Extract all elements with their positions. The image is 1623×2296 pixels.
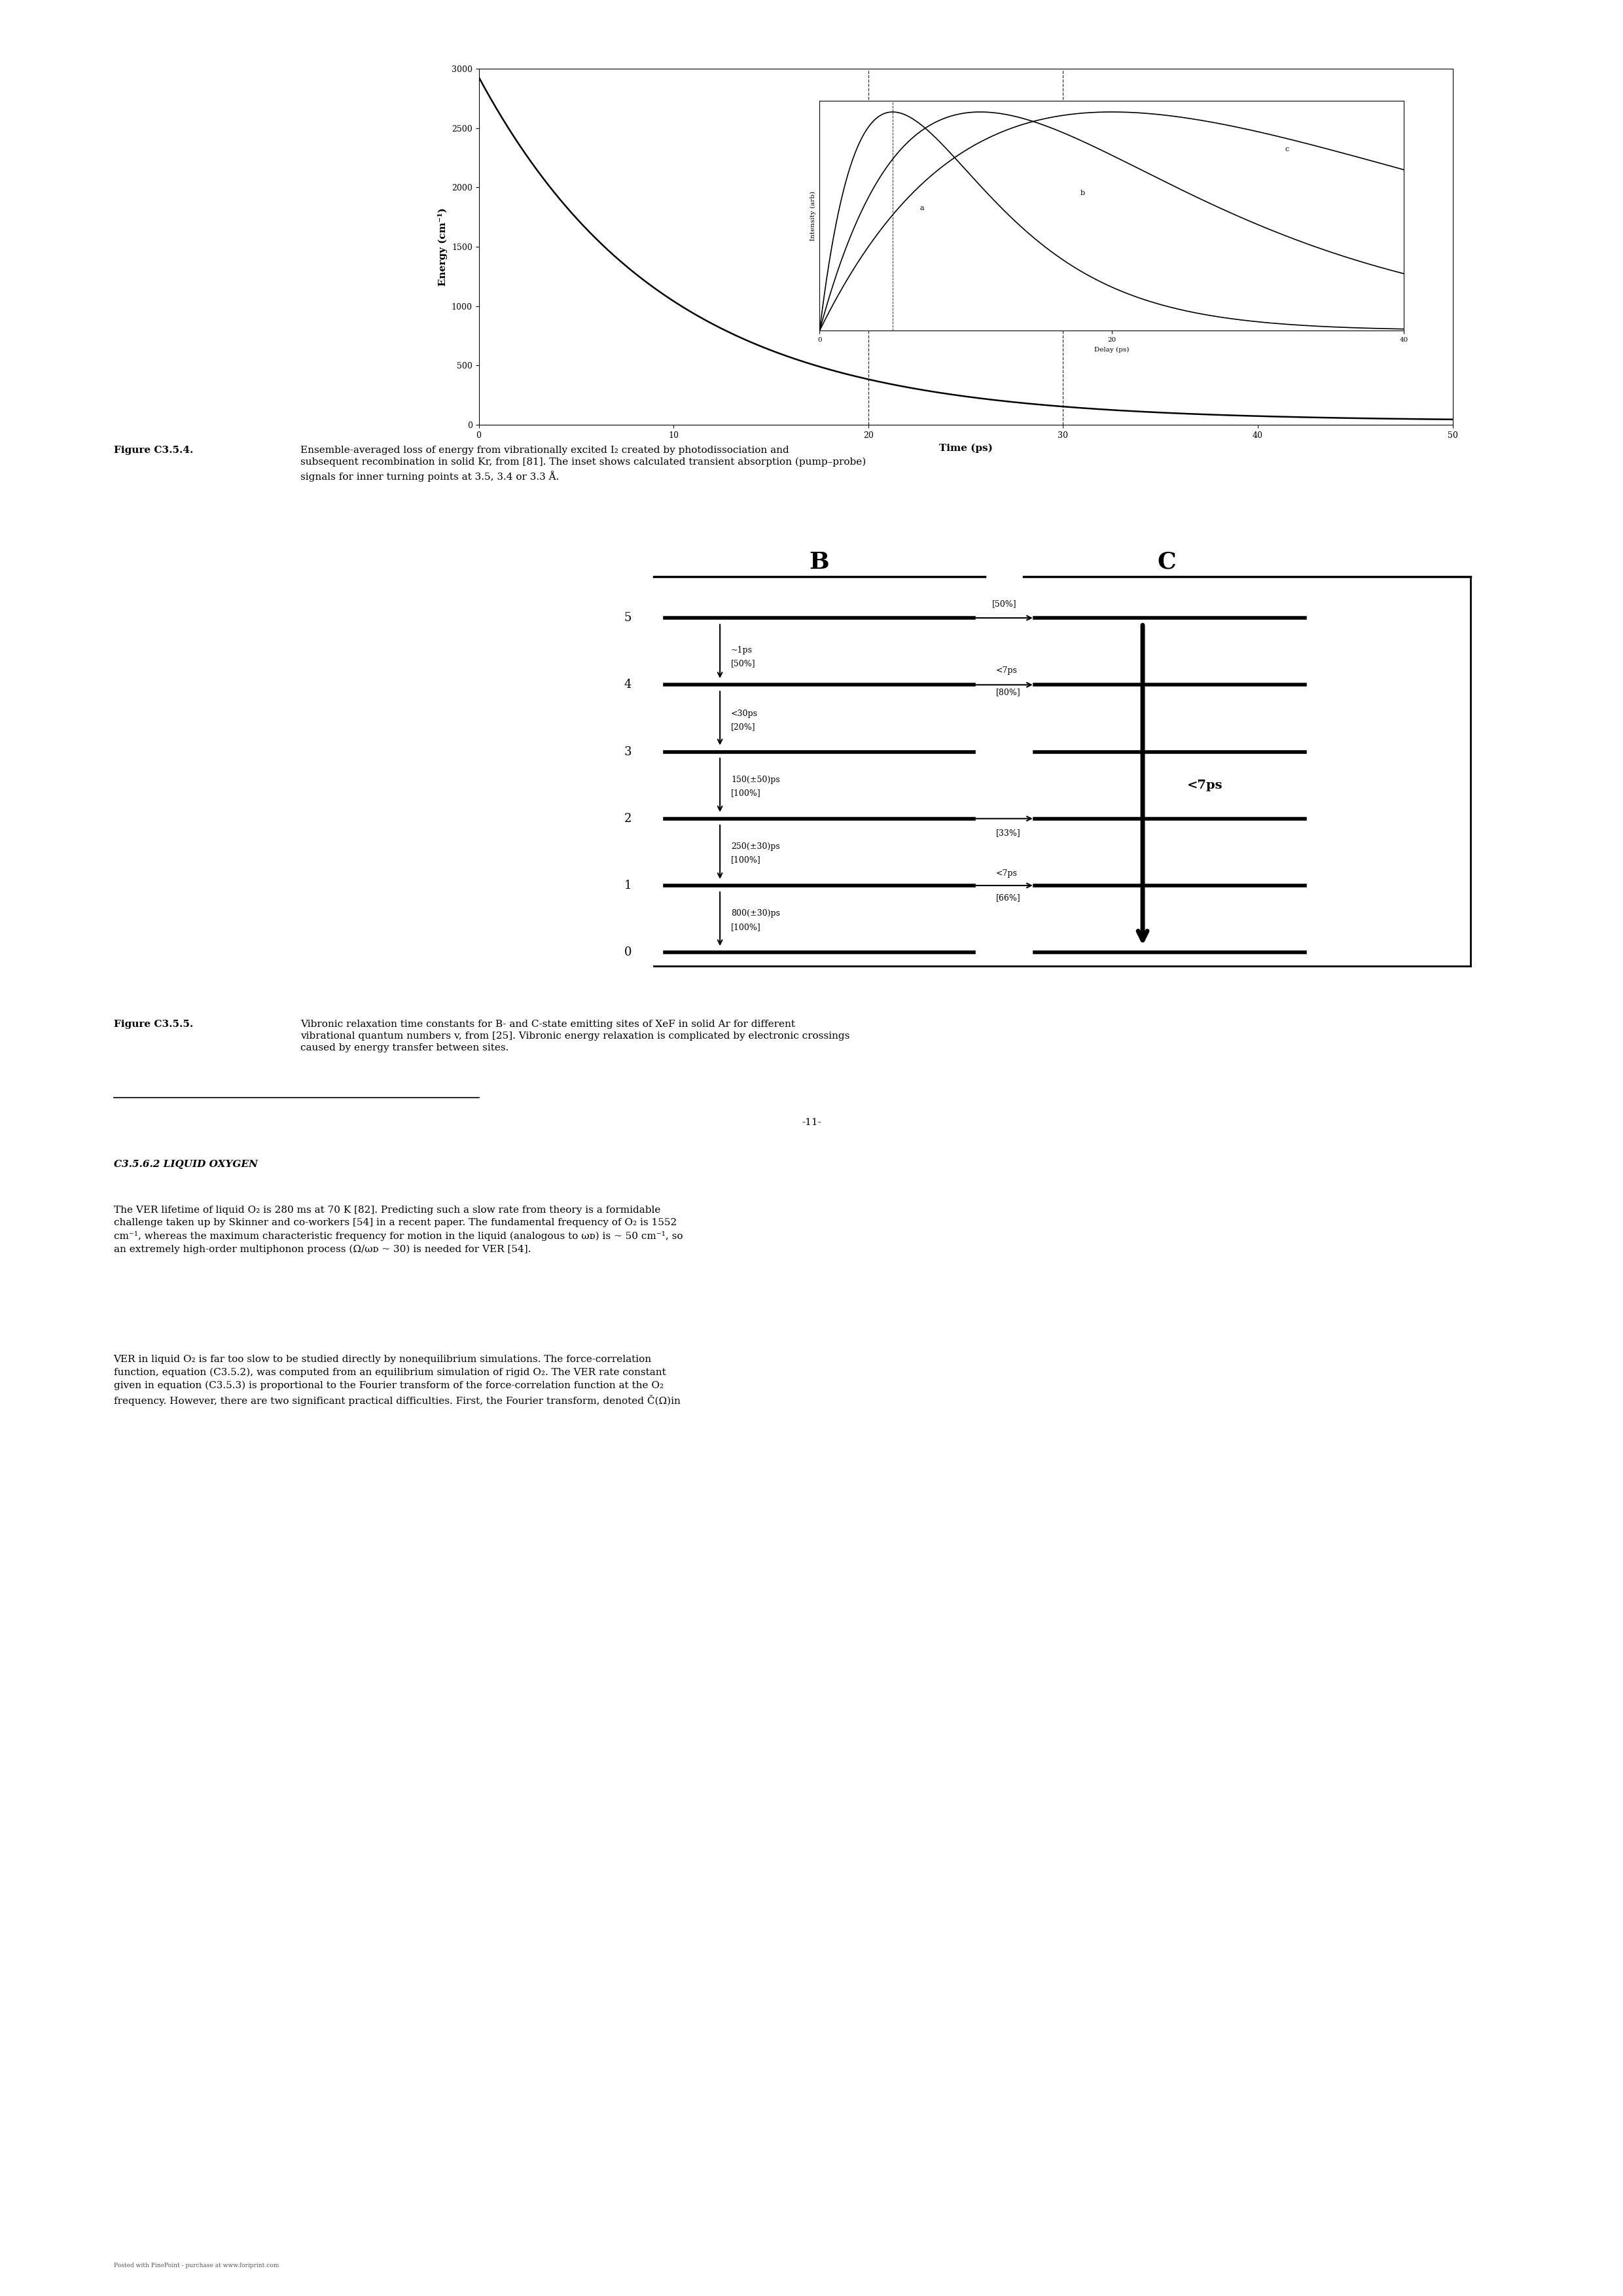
Text: Figure C3.5.4.: Figure C3.5.4. (114, 445, 193, 455)
Text: [100%]: [100%] (730, 856, 761, 863)
Text: Figure C3.5.5.: Figure C3.5.5. (114, 1019, 193, 1029)
Text: ~1ps: ~1ps (730, 645, 753, 654)
Text: 800(±30)ps: 800(±30)ps (730, 909, 781, 918)
Text: VER in liquid O₂ is far too slow to be studied directly by nonequilibrium simula: VER in liquid O₂ is far too slow to be s… (114, 1355, 680, 1405)
Text: 0: 0 (625, 946, 631, 957)
Text: <7ps: <7ps (997, 666, 1018, 675)
Y-axis label: Energy (cm⁻¹): Energy (cm⁻¹) (438, 207, 448, 287)
Text: -11-: -11- (802, 1118, 821, 1127)
Text: B: B (810, 551, 829, 574)
Text: Posted with PinePoint - purchase at www.foriprint.com: Posted with PinePoint - purchase at www.… (114, 2262, 279, 2268)
Text: c: c (1285, 147, 1289, 152)
Text: [100%]: [100%] (730, 790, 761, 797)
Text: [33%]: [33%] (997, 829, 1021, 838)
Text: b: b (1081, 191, 1084, 197)
X-axis label: Time (ps): Time (ps) (938, 443, 993, 452)
Text: C: C (1157, 551, 1177, 574)
Text: [20%]: [20%] (730, 723, 756, 730)
Text: Vibronic relaxation time constants for B- and C-state emitting sites of XeF in s: Vibronic relaxation time constants for B… (300, 1019, 849, 1052)
Text: C3.5.6.2 LIQUID OXYGEN: C3.5.6.2 LIQUID OXYGEN (114, 1159, 258, 1169)
Text: a: a (920, 204, 923, 211)
Text: [80%]: [80%] (997, 689, 1021, 696)
X-axis label: Delay (ps): Delay (ps) (1094, 347, 1130, 354)
Text: 250(±30)ps: 250(±30)ps (730, 843, 781, 852)
Text: [50%]: [50%] (992, 599, 1016, 608)
Text: 2: 2 (625, 813, 631, 824)
Text: [100%]: [100%] (730, 923, 761, 932)
Text: The VER lifetime of liquid O₂ is 280 ms at 70 K [82]. Predicting such a slow rat: The VER lifetime of liquid O₂ is 280 ms … (114, 1205, 683, 1254)
Text: 3: 3 (625, 746, 631, 758)
Text: 4: 4 (625, 680, 631, 691)
Text: 1: 1 (625, 879, 631, 891)
Text: <30ps: <30ps (730, 709, 758, 719)
Text: Ensemble-averaged loss of energy from vibrationally excited I₂ created by photod: Ensemble-averaged loss of energy from vi… (300, 445, 865, 482)
Text: [50%]: [50%] (730, 659, 756, 668)
Text: <7ps: <7ps (997, 868, 1018, 877)
Text: 150(±50)ps: 150(±50)ps (730, 776, 781, 783)
Text: 5: 5 (625, 613, 631, 625)
Text: [66%]: [66%] (997, 893, 1021, 902)
Y-axis label: Intensity (arb): Intensity (arb) (810, 191, 816, 241)
Text: <7ps: <7ps (1186, 778, 1222, 792)
